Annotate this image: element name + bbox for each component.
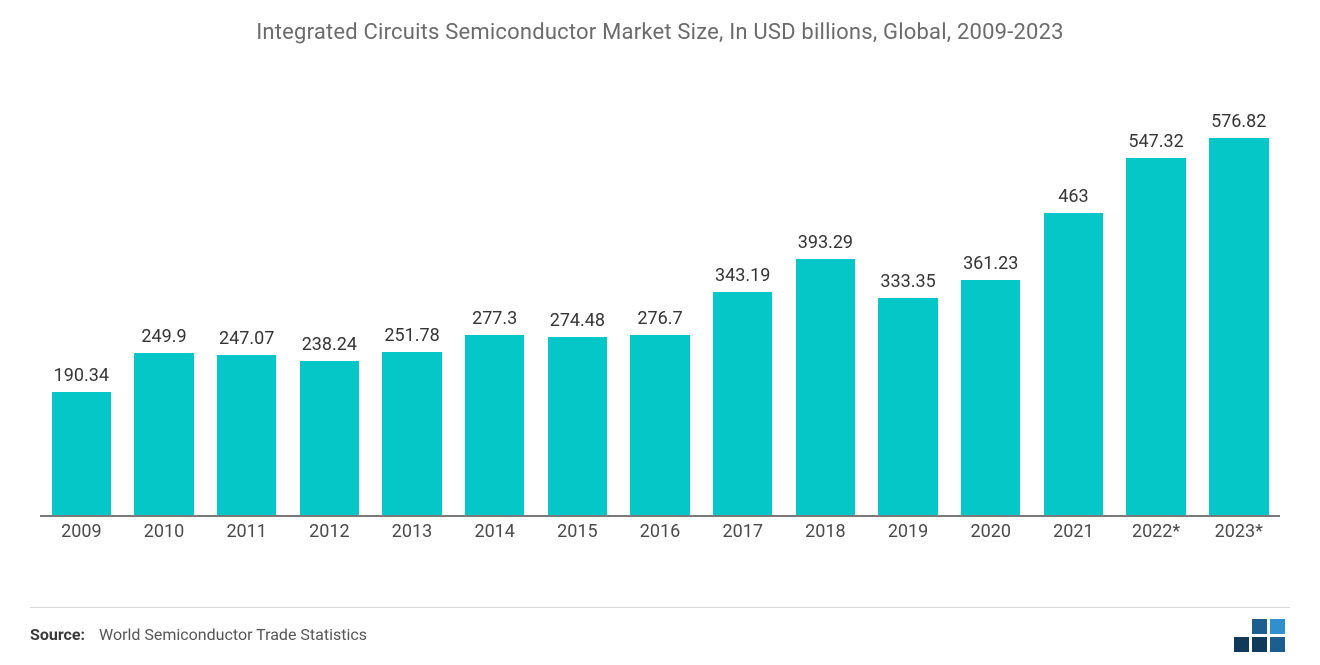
bar-value-label: 343.19 <box>715 265 770 286</box>
logo-square <box>1270 619 1285 634</box>
logo-square <box>1234 637 1249 652</box>
source-label: Source: <box>30 625 85 644</box>
bar <box>52 392 112 517</box>
bar <box>961 280 1021 517</box>
bar-value-label: 276.7 <box>637 308 682 329</box>
bar-value-label: 277.3 <box>472 308 517 329</box>
bar-group: 333.35 <box>867 97 950 517</box>
bar <box>1126 158 1186 517</box>
logo-square <box>1252 619 1267 634</box>
bar-value-label: 463 <box>1058 186 1088 207</box>
chart-container: Integrated Circuits Semiconductor Market… <box>0 0 1320 665</box>
bar-group: 251.78 <box>371 97 454 517</box>
bar <box>217 355 277 517</box>
bar-value-label: 547.32 <box>1128 131 1183 152</box>
bar-group: 343.19 <box>701 97 784 517</box>
bar <box>300 361 360 517</box>
x-axis-labels: 2009201020112012201320142015201620172018… <box>40 521 1280 545</box>
source-value: World Semiconductor Trade Statistics <box>99 625 367 644</box>
bar-value-label: 274.48 <box>550 310 605 331</box>
x-axis-label: 2012 <box>288 521 371 545</box>
bar <box>713 292 773 517</box>
bar-value-label: 238.24 <box>302 334 357 355</box>
bar-value-label: 333.35 <box>880 271 935 292</box>
x-axis-line <box>40 515 1280 517</box>
brand-logo <box>1234 618 1290 652</box>
bar-value-label: 251.78 <box>384 325 439 346</box>
bar-group: 576.82 <box>1197 97 1280 517</box>
plot-area: 190.34 249.9 247.07 238.24 251.78 277.3 274.48… <box>40 75 1280 545</box>
x-axis-label: 2011 <box>205 521 288 545</box>
bar-group: 249.9 <box>123 97 206 517</box>
source-block: Source: World Semiconductor Trade Statis… <box>30 625 367 644</box>
x-axis-label: 2010 <box>123 521 206 545</box>
bar <box>465 335 525 517</box>
logo-square <box>1252 637 1267 652</box>
bar-group: 393.29 <box>784 97 867 517</box>
x-axis-label: 2015 <box>536 521 619 545</box>
chart-title: Integrated Circuits Semiconductor Market… <box>30 20 1290 45</box>
bar-value-label: 190.34 <box>54 365 109 386</box>
x-axis-label: 2018 <box>784 521 867 545</box>
x-axis-label: 2017 <box>701 521 784 545</box>
bar-value-label: 393.29 <box>798 232 853 253</box>
x-axis-label: 2021 <box>1032 521 1115 545</box>
logo-square <box>1270 637 1285 652</box>
x-axis-label: 2022* <box>1115 521 1198 545</box>
bar-value-label: 249.9 <box>141 326 186 347</box>
x-axis-label: 2014 <box>453 521 536 545</box>
bar <box>1044 213 1104 517</box>
x-axis-label: 2023* <box>1197 521 1280 545</box>
x-axis-label: 2019 <box>867 521 950 545</box>
x-axis-label: 2009 <box>40 521 123 545</box>
bar-value-label: 247.07 <box>219 328 274 349</box>
bar-group: 238.24 <box>288 97 371 517</box>
bar-value-label: 361.23 <box>963 253 1018 274</box>
bar <box>382 352 442 517</box>
bar <box>630 335 690 517</box>
bar <box>796 259 856 517</box>
bar <box>134 353 194 517</box>
bar-group: 547.32 <box>1115 97 1198 517</box>
x-axis-label: 2016 <box>619 521 702 545</box>
bars-row: 190.34 249.9 247.07 238.24 251.78 277.3 274.48… <box>40 97 1280 517</box>
bar-group: 190.34 <box>40 97 123 517</box>
bar-group: 277.3 <box>453 97 536 517</box>
bar <box>1209 138 1269 517</box>
bar <box>548 337 608 517</box>
bar-group: 463 <box>1032 97 1115 517</box>
bar-group: 247.07 <box>205 97 288 517</box>
bar-group: 274.48 <box>536 97 619 517</box>
bar-value-label: 576.82 <box>1211 111 1266 132</box>
chart-footer: Source: World Semiconductor Trade Statis… <box>30 607 1290 647</box>
bar-group: 361.23 <box>949 97 1032 517</box>
x-axis-label: 2013 <box>371 521 454 545</box>
bar <box>878 298 938 517</box>
x-axis-label: 2020 <box>949 521 1032 545</box>
bar-group: 276.7 <box>619 97 702 517</box>
